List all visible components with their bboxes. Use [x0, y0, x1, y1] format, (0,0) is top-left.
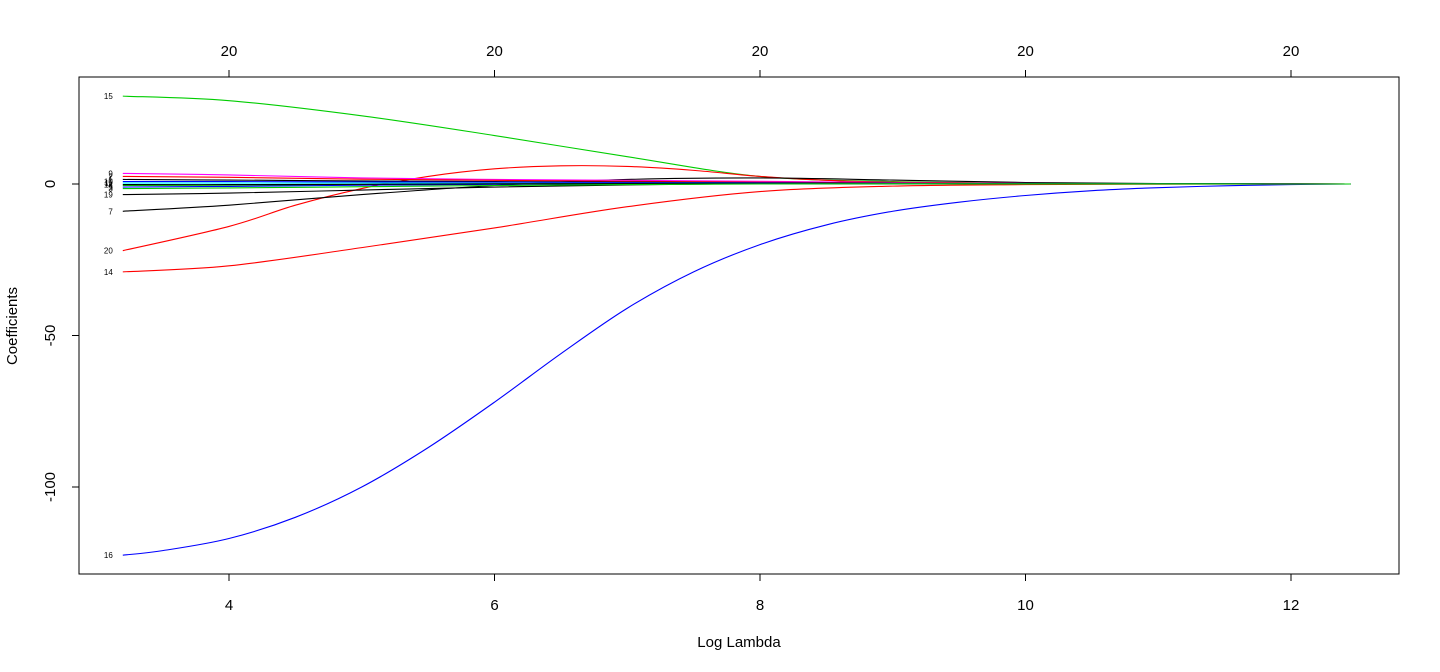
x-tick-label: 8 [756, 597, 764, 614]
series-label-12: 12 [104, 181, 113, 190]
series-line-16 [122, 183, 1351, 556]
x-axis: 4 6 8 10 12 [225, 574, 1300, 614]
series-label-7: 7 [108, 207, 113, 216]
series-lines [122, 95, 1351, 556]
top-axis: 20 20 20 20 20 [221, 43, 1300, 77]
y-axis-title: Coefficients [4, 287, 21, 365]
series-label-14: 14 [104, 268, 113, 277]
series-line-15 [122, 95, 1351, 185]
series-label-15: 15 [104, 92, 113, 101]
series-label-10: 10 [104, 178, 113, 187]
x-tick-label: 10 [1017, 597, 1034, 614]
top-tick-label: 20 [1283, 43, 1300, 60]
series-label-2: 2 [108, 172, 113, 181]
x-tick-label: 12 [1283, 597, 1300, 614]
series-line-3 [122, 183, 1351, 190]
series-label-19: 19 [104, 191, 113, 200]
series-label-16: 16 [104, 551, 113, 560]
series-label-11: 11 [104, 179, 113, 188]
top-tick-label: 20 [1017, 43, 1034, 60]
series-label-4: 4 [108, 182, 113, 191]
top-tick-label: 20 [221, 43, 238, 60]
top-tick-label: 20 [752, 43, 769, 60]
series-label-1: 1 [108, 175, 113, 184]
top-tick-label: 20 [486, 43, 503, 60]
series-label-9: 9 [108, 169, 113, 178]
y-tick-label: -50 [42, 325, 59, 347]
plot-frame [78, 76, 1400, 575]
series-label-3: 3 [108, 185, 113, 194]
x-tick-label: 6 [490, 597, 498, 614]
series-label-20: 20 [104, 247, 113, 256]
series-label-5: 5 [108, 183, 113, 192]
y-tick-label: 0 [42, 180, 59, 188]
x-tick-label: 4 [225, 597, 233, 614]
y-axis: 0 -50 -100 [42, 180, 79, 502]
y-tick-label: -100 [42, 472, 59, 502]
x-axis-title: Log Lambda [697, 634, 781, 651]
series-line-14 [122, 183, 1351, 273]
